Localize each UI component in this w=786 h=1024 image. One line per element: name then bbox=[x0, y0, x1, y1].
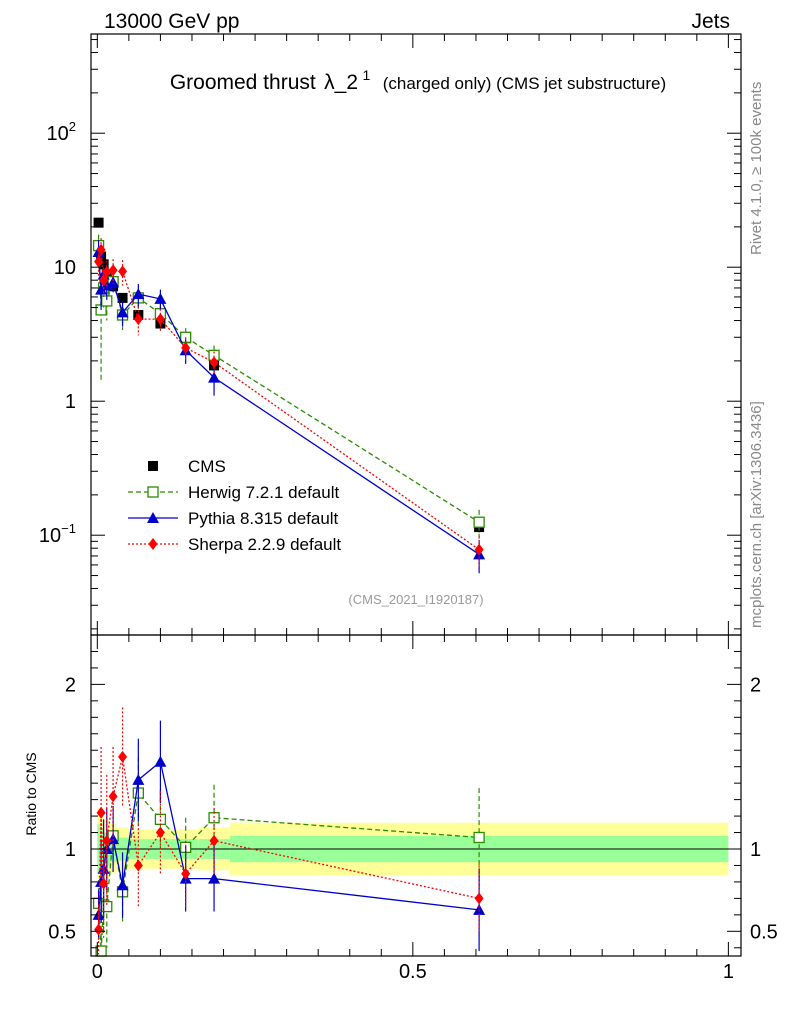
point-sherpa bbox=[118, 265, 128, 278]
point-sherpa bbox=[181, 341, 191, 354]
point-sherpa bbox=[96, 243, 106, 256]
ratio-point-pythia bbox=[116, 879, 129, 891]
ratio-point-sherpa bbox=[118, 750, 128, 763]
ratio-panel: 0 0.5 1 0.5 0.5 1 1 2 2 Ratio to CMS bbox=[23, 634, 778, 983]
ratio-point-sherpa bbox=[108, 790, 118, 803]
legend-marker-pythia bbox=[147, 512, 159, 523]
y-tick-label-ratio-right: 2 bbox=[750, 674, 761, 696]
point-sherpa bbox=[108, 264, 118, 277]
y-tick-label-base: 10 bbox=[39, 525, 61, 547]
legend-entry-cms: CMS bbox=[148, 457, 226, 476]
main-panel: Groomed thrust λ_2 1 (charged only) (CMS… bbox=[39, 33, 742, 636]
point-sherpa bbox=[155, 313, 165, 326]
point-sherpa bbox=[209, 356, 219, 369]
legend: CMS Herwig 7.2.1 default Pythia 8.315 defa… bbox=[128, 457, 341, 554]
ratio-point-sherpa bbox=[474, 892, 484, 905]
ratio-y-axis-label: Ratio to CMS bbox=[23, 752, 39, 835]
legend-label-pythia: Pythia 8.315 default bbox=[188, 509, 339, 528]
point-pythia bbox=[208, 371, 221, 383]
ratio-point-pythia bbox=[154, 755, 167, 767]
side-label-top: Rivet 4.1.0, ≥ 100k events bbox=[748, 82, 765, 255]
y-tick-label-main: 102 bbox=[47, 119, 76, 145]
ratio-point-herwig bbox=[101, 900, 113, 913]
series-line-sherpa bbox=[97, 249, 480, 551]
y-tick-label-ratio: 0.5 bbox=[48, 921, 76, 943]
legend-marker-cms bbox=[148, 461, 158, 471]
ratio-point-pythia bbox=[473, 903, 486, 915]
y-tick-label-main: 10−1 bbox=[39, 521, 76, 547]
point-cms bbox=[93, 217, 104, 228]
ratio-point-sherpa bbox=[94, 923, 104, 936]
ratio-point-sherpa bbox=[133, 859, 143, 872]
ratio-point-sherpa bbox=[102, 834, 112, 847]
ratio-frame bbox=[90, 634, 742, 957]
legend-label-herwig: Herwig 7.2.1 default bbox=[188, 483, 339, 502]
header-right-label: Jets bbox=[691, 10, 730, 33]
legend-label-sherpa: Sherpa 2.2.9 default bbox=[188, 535, 341, 554]
point-pythia bbox=[107, 276, 120, 288]
point-pythia bbox=[116, 306, 129, 318]
point-pythia bbox=[132, 288, 145, 300]
chart-title: Groomed thrust λ_2 1 (charged only) (CMS… bbox=[170, 67, 666, 94]
point-sherpa bbox=[102, 266, 112, 279]
analysis-id-label: (CMS_2021_I1920187) bbox=[348, 592, 483, 607]
ratio-point-sherpa bbox=[181, 867, 191, 880]
chart-title-superscript: 1 bbox=[362, 67, 370, 83]
legend-entry-sherpa: Sherpa 2.2.9 default bbox=[128, 535, 341, 554]
series-sherpa-main bbox=[94, 238, 484, 567]
chart-title-rest: (charged only) (CMS jet substructure) bbox=[383, 74, 666, 93]
point-pythia bbox=[154, 292, 167, 304]
y-tick-label-main: 1 bbox=[65, 391, 76, 413]
series-sherpa-ratio bbox=[94, 707, 484, 955]
y-tick-label-exponent: −1 bbox=[61, 521, 76, 536]
chart-title-symbol: λ_2 bbox=[324, 71, 358, 94]
series-line-herwig bbox=[97, 245, 480, 523]
y-tick-label-ratio-right: 1 bbox=[750, 839, 761, 861]
legend-marker-herwig bbox=[147, 486, 159, 498]
x-tick-label: 1 bbox=[723, 961, 734, 983]
chart-title-main: Groomed thrust bbox=[170, 71, 316, 94]
ratio-point-sherpa bbox=[209, 834, 219, 847]
y-tick-label-main: 10 bbox=[54, 257, 76, 279]
ratio-point-pythia bbox=[132, 773, 145, 785]
legend-entry-pythia: Pythia 8.315 default bbox=[128, 509, 339, 528]
side-label-bottom: mcplots.cern.ch [arXiv:1306.3436] bbox=[748, 401, 765, 628]
ratio-point-sherpa bbox=[96, 806, 106, 819]
y-tick-label-ratio: 1 bbox=[65, 839, 76, 861]
legend-marker-sherpa bbox=[148, 538, 158, 550]
x-tick-label: 0.5 bbox=[399, 961, 427, 983]
y-tick-label-ratio-right: 0.5 bbox=[750, 921, 778, 943]
y-tick-label-exponent: 2 bbox=[69, 119, 76, 134]
point-cms bbox=[117, 292, 128, 303]
y-tick-label-ratio: 2 bbox=[65, 674, 76, 696]
point-sherpa bbox=[133, 313, 143, 326]
legend-label-cms: CMS bbox=[188, 457, 226, 476]
ratio-point-herwig bbox=[473, 831, 485, 844]
legend-entry-herwig: Herwig 7.2.1 default bbox=[128, 483, 339, 502]
y-tick-label-base: 10 bbox=[47, 123, 69, 145]
ratio-point-sherpa bbox=[99, 877, 109, 890]
ratio-point-pythia bbox=[208, 872, 221, 884]
point-herwig bbox=[473, 516, 485, 528]
point-sherpa bbox=[99, 274, 109, 287]
y-tick-label-base: 1 bbox=[65, 391, 76, 413]
ratio-point-sherpa bbox=[155, 826, 165, 839]
point-sherpa bbox=[474, 543, 484, 556]
header-left-label: 13000 GeV pp bbox=[104, 10, 239, 33]
y-tick-label-base: 10 bbox=[54, 257, 76, 279]
x-tick-label: 0 bbox=[92, 961, 103, 983]
